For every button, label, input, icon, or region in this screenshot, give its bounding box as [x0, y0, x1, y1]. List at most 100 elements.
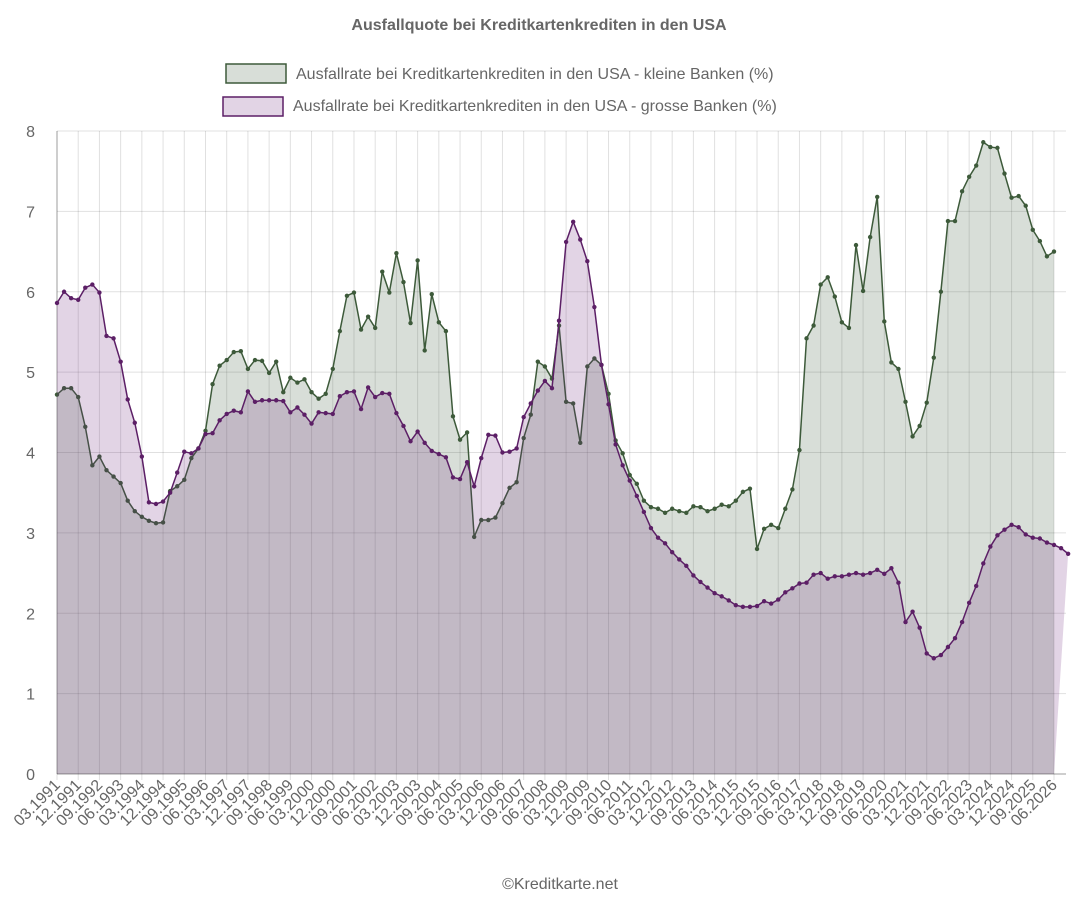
data-point[interactable] — [627, 478, 632, 483]
data-point[interactable] — [1009, 522, 1014, 528]
data-point[interactable] — [288, 410, 293, 415]
data-point[interactable] — [351, 290, 357, 295]
data-point[interactable] — [684, 563, 689, 569]
data-point[interactable] — [846, 572, 852, 577]
data-point[interactable] — [669, 506, 675, 511]
data-point[interactable] — [238, 349, 244, 354]
data-point[interactable] — [556, 318, 562, 323]
data-point[interactable] — [783, 590, 788, 595]
data-point[interactable] — [726, 504, 731, 509]
data-point[interactable] — [514, 480, 519, 485]
data-point[interactable] — [323, 391, 328, 397]
data-point[interactable] — [217, 418, 222, 423]
data-point[interactable] — [486, 432, 491, 438]
data-point[interactable] — [415, 258, 420, 263]
data-point[interactable] — [790, 586, 795, 591]
data-point[interactable] — [952, 218, 958, 224]
data-point[interactable] — [627, 472, 632, 478]
data-point[interactable] — [231, 349, 236, 355]
data-point[interactable] — [1016, 525, 1021, 530]
data-point[interactable] — [274, 359, 279, 364]
data-point[interactable] — [450, 414, 456, 419]
data-point[interactable] — [641, 498, 647, 503]
data-point[interactable] — [1030, 227, 1035, 233]
data-point[interactable] — [1002, 171, 1007, 176]
data-point[interactable] — [832, 294, 837, 299]
data-point[interactable] — [514, 446, 519, 451]
data-point[interactable] — [910, 434, 915, 439]
data-point[interactable] — [981, 140, 986, 145]
data-point[interactable] — [337, 394, 343, 399]
data-point[interactable] — [825, 275, 830, 280]
data-point[interactable] — [924, 400, 929, 405]
data-point[interactable] — [54, 392, 60, 397]
data-point[interactable] — [931, 355, 936, 360]
data-point[interactable] — [542, 378, 548, 384]
data-point[interactable] — [464, 459, 470, 465]
data-point[interactable] — [210, 381, 215, 387]
data-point[interactable] — [365, 385, 371, 390]
data-point[interactable] — [54, 300, 60, 306]
data-point[interactable] — [274, 398, 279, 403]
data-point[interactable] — [203, 431, 208, 437]
data-point[interactable] — [917, 423, 922, 429]
data-point[interactable] — [182, 477, 187, 483]
data-point[interactable] — [139, 514, 145, 519]
data-point[interactable] — [146, 518, 152, 524]
data-point[interactable] — [408, 320, 413, 326]
data-point[interactable] — [832, 574, 837, 579]
data-point[interactable] — [860, 572, 866, 577]
data-point[interactable] — [500, 450, 505, 455]
data-point[interactable] — [224, 357, 229, 363]
data-point[interactable] — [259, 358, 265, 364]
data-point[interactable] — [733, 498, 739, 503]
data-point[interactable] — [896, 366, 901, 372]
data-point[interactable] — [776, 597, 781, 602]
data-point[interactable] — [768, 601, 774, 606]
data-point[interactable] — [875, 567, 880, 573]
data-point[interactable] — [797, 447, 802, 453]
data-point[interactable] — [1037, 238, 1043, 244]
data-point[interactable] — [761, 526, 767, 532]
data-point[interactable] — [457, 476, 463, 482]
data-point[interactable] — [1037, 536, 1043, 541]
data-point[interactable] — [783, 506, 788, 511]
data-point[interactable] — [1065, 551, 1071, 556]
data-point[interactable] — [90, 282, 95, 287]
data-point[interactable] — [210, 431, 215, 436]
data-point[interactable] — [217, 363, 222, 368]
data-point[interactable] — [726, 598, 731, 603]
data-point[interactable] — [797, 581, 802, 586]
data-point[interactable] — [175, 484, 180, 489]
data-point[interactable] — [521, 414, 526, 420]
data-point[interactable] — [570, 401, 576, 406]
data-point[interactable] — [316, 410, 321, 415]
data-point[interactable] — [160, 499, 166, 504]
data-point[interactable] — [613, 442, 618, 447]
data-point[interactable] — [563, 399, 569, 405]
data-point[interactable] — [924, 651, 929, 656]
data-point[interactable] — [61, 289, 67, 294]
data-point[interactable] — [839, 574, 845, 579]
data-point[interactable] — [719, 502, 724, 507]
data-point[interactable] — [903, 619, 908, 625]
data-point[interactable] — [139, 454, 145, 459]
data-point[interactable] — [288, 375, 293, 380]
data-point[interactable] — [309, 421, 314, 426]
data-point[interactable] — [578, 237, 583, 242]
data-point[interactable] — [776, 525, 781, 531]
data-point[interactable] — [1002, 527, 1007, 532]
data-point[interactable] — [281, 398, 286, 404]
data-point[interactable] — [125, 397, 130, 402]
data-point[interactable] — [839, 320, 845, 325]
data-point[interactable] — [790, 487, 795, 492]
data-point[interactable] — [528, 412, 533, 417]
data-point[interactable] — [97, 290, 102, 295]
data-point[interactable] — [655, 535, 661, 540]
data-point[interactable] — [132, 508, 137, 514]
data-point[interactable] — [245, 366, 251, 372]
data-point[interactable] — [535, 388, 541, 393]
data-point[interactable] — [125, 498, 130, 503]
data-point[interactable] — [740, 604, 746, 610]
data-point[interactable] — [853, 242, 859, 248]
